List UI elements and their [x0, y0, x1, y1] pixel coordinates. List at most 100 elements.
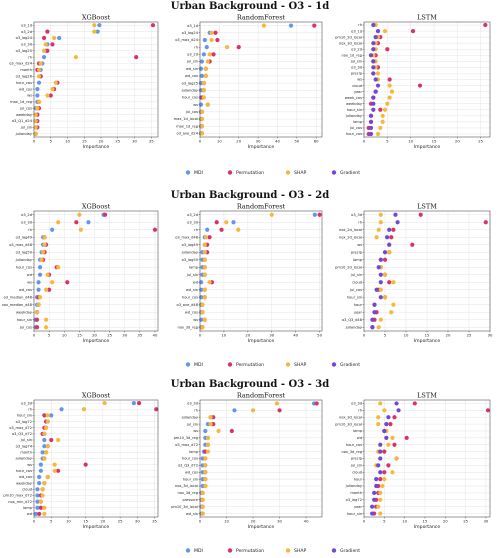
point-shap: [375, 131, 381, 137]
feature-label: nox_3d_local: [175, 484, 198, 488]
point-shap: [394, 456, 399, 461]
point-shap: [35, 106, 40, 111]
point-shap: [200, 310, 205, 315]
feature-label: pm10_2d_local: [335, 35, 362, 39]
feature-label: o3_lag72: [16, 420, 32, 424]
point-permutation: [392, 415, 397, 420]
point-shap: [38, 61, 43, 66]
feature-label: wd: [357, 436, 362, 440]
point-permutation: [38, 505, 43, 510]
x-tick-label: 35: [137, 333, 142, 338]
feature-label: o3_lag24: [16, 36, 33, 40]
feature-label: o3_Q3_d48: [342, 318, 363, 322]
point-shap: [42, 431, 47, 436]
point-gradient: [378, 257, 383, 262]
feature-label: o3_lag26: [16, 75, 33, 79]
feature-label: wd: [27, 273, 32, 277]
point-shap: [50, 86, 55, 92]
x-tick-label: 60: [314, 139, 319, 144]
feature-label: max_1d_reg: [10, 100, 32, 104]
point-mdi: [202, 37, 207, 43]
legend-marker-shap: [285, 362, 291, 367]
feature-label: julianday: [15, 132, 33, 136]
point-gradient: [384, 421, 389, 427]
point-shap: [382, 408, 387, 413]
point-gradient: [374, 483, 379, 489]
feature-label: lamp: [189, 450, 199, 454]
point-shap: [33, 125, 38, 130]
feature-label: hour: [354, 477, 363, 481]
point-mdi: [41, 55, 47, 60]
feature-label: o3_lag25: [16, 49, 32, 53]
feature-label: nox_3d_reg: [341, 450, 362, 454]
point-mdi: [203, 428, 208, 434]
point-shap: [53, 80, 58, 85]
point-shap: [390, 435, 395, 440]
point-gradient: [394, 401, 399, 406]
point-permutation: [207, 235, 212, 240]
feature-label: wd_sin: [186, 512, 198, 516]
x-tick-label: 25: [115, 139, 120, 144]
x-tick-label: 20: [99, 139, 104, 144]
point-permutation: [214, 220, 219, 225]
point-gradient: [395, 220, 400, 225]
point-gradient: [373, 77, 378, 82]
panel-xgboost: XGBoost 0 5 10 15 20 25 30 35 o3_1d o3_2d o3_lag24o…: [9, 14, 159, 150]
point-gradient: [368, 53, 374, 58]
point-mdi: [35, 487, 40, 492]
point-mdi: [199, 73, 205, 79]
point-shap: [387, 83, 392, 88]
feature-label: pm10_3d_reg: [174, 436, 198, 440]
feature-label: o3_1d: [351, 29, 362, 33]
feature-label: o3_3d: [351, 402, 362, 406]
x-tick-label: 40: [275, 139, 280, 144]
x-tick-label: 15: [425, 333, 430, 338]
feature-label: o3_max_d48: [9, 243, 32, 247]
x-tick-label: 25: [467, 333, 472, 338]
feature-label: max_1d_local: [174, 117, 198, 121]
point-mdi: [35, 499, 40, 504]
x-tick-label: 15: [432, 139, 437, 144]
point-permutation: [485, 408, 491, 413]
legend-label: MDI: [194, 362, 203, 368]
feature-label: jul_sin: [20, 438, 32, 442]
point-permutation: [48, 93, 53, 98]
panel-title: XGBoost: [82, 392, 111, 400]
panel-title: XGBoost: [82, 203, 111, 211]
figure-row-3: Urban Background - O3 - 3d XGBoost 0 5 10 15 2…: [3, 379, 491, 554]
legend-marker-permutation: [227, 548, 233, 553]
point-shap: [378, 317, 383, 322]
feature-label: precip: [351, 250, 363, 254]
point-permutation: [410, 28, 416, 34]
feature-label: wd_cos: [19, 475, 32, 479]
x-tick-label: 0: [363, 139, 366, 144]
x-tick-label: 30: [135, 519, 140, 524]
feature-label: o3_2d: [187, 213, 198, 217]
x-tick-label: 20: [455, 139, 460, 144]
x-tick-label: 10: [62, 333, 67, 338]
feature-label: hour_sin: [183, 477, 198, 481]
feature-label: o3_3d: [21, 401, 32, 405]
feature-label: year: [354, 505, 363, 509]
x-tick-label: 20: [443, 519, 448, 524]
feature-label: o3_3d: [351, 66, 362, 70]
point-shap: [77, 212, 82, 217]
feature-label: year: [354, 90, 363, 94]
feature-label: nox_1d_reg: [341, 53, 362, 57]
feature-label: o3_lag49: [182, 243, 199, 247]
point-permutation: [213, 30, 218, 35]
point-shap: [56, 437, 61, 443]
feature-label: hour_cos: [16, 265, 32, 269]
point-shap: [208, 421, 213, 427]
point-shap: [207, 52, 212, 57]
point-shap: [73, 55, 78, 60]
point-shap: [391, 280, 396, 285]
feature-label: o3_max_d72: [175, 443, 198, 447]
feature-label: o3_3d: [187, 402, 198, 406]
x-tick-label: 5: [386, 139, 389, 144]
x-tick-label: 15: [82, 139, 87, 144]
point-permutation: [317, 212, 322, 217]
feature-label: rh: [28, 407, 32, 411]
x-axis-label: Importance: [414, 338, 440, 344]
